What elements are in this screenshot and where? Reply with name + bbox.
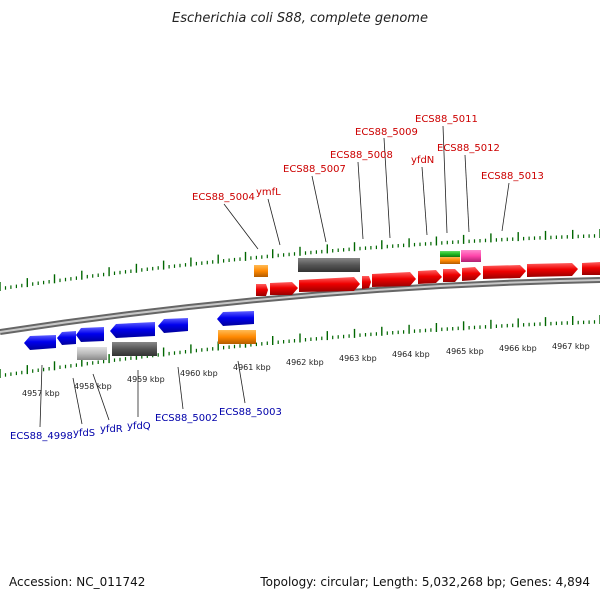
orange-feature[interactable] [218, 330, 256, 344]
gene-arrow-reverse[interactable] [24, 335, 56, 350]
gene-arrow-forward[interactable] [372, 272, 416, 287]
gene-label[interactable]: yfdN [411, 155, 434, 166]
upper-features [254, 250, 481, 277]
gene-label[interactable]: ECS88_5009 [355, 127, 418, 138]
gene-arrow-forward[interactable] [270, 282, 298, 295]
gene-arrow-forward[interactable] [527, 263, 578, 277]
reverse-genes [24, 311, 254, 350]
gene-arrow-forward[interactable] [462, 267, 481, 281]
kbp-label: 4966 kbp [499, 344, 537, 353]
green-feature[interactable] [440, 251, 460, 257]
forward-genes [256, 262, 600, 296]
gene-arrow-reverse[interactable] [76, 327, 104, 342]
gene-arrow-forward[interactable] [256, 284, 268, 296]
lower-features [77, 330, 256, 360]
gene-arrow-forward[interactable] [443, 269, 461, 282]
gene-label[interactable]: ECS88_5002 [155, 413, 218, 424]
orange-feature[interactable] [254, 265, 268, 277]
bottom-gene-labels: ECS88_4998 yfdS yfdR yfdQ ECS88_5002 ECS… [10, 360, 282, 442]
genome-summary-text: Topology: circular; Length: 5,032,268 bp… [259, 575, 590, 589]
kbp-label: 4959 kbp [127, 375, 165, 384]
gene-arrow-forward[interactable] [483, 265, 526, 279]
pink-feature[interactable] [461, 250, 481, 262]
accession-text: Accession: NC_011742 [9, 575, 145, 589]
kbp-label: 4960 kbp [180, 369, 218, 378]
kbp-label: 4961 kbp [233, 363, 271, 372]
gene-label[interactable]: yfdQ [127, 421, 151, 432]
gene-arrow-forward[interactable] [362, 276, 371, 289]
kbp-label: 4965 kbp [446, 347, 484, 356]
gene-label[interactable]: ECS88_5003 [219, 407, 282, 418]
upper-tick-track [0, 229, 600, 291]
light-gray-feature[interactable] [77, 347, 107, 360]
kbp-label: 4963 kbp [339, 354, 377, 363]
gene-label[interactable]: yfdR [100, 424, 123, 435]
gene-label[interactable]: ECS88_5007 [283, 164, 346, 175]
gene-label[interactable]: ECS88_5011 [415, 114, 478, 125]
gene-arrow-reverse[interactable] [158, 318, 188, 333]
gene-arrow-forward[interactable] [418, 270, 442, 284]
top-gene-labels: ECS88_5004 ymfL ECS88_5007 ECS88_5008 EC… [192, 114, 544, 250]
kbp-label: 4964 kbp [392, 350, 430, 359]
gene-arrow-forward[interactable] [582, 262, 600, 275]
kbp-scale: 4957 kbp 4958 kbp 4959 kbp 4960 kbp 4961… [22, 342, 590, 398]
gene-label[interactable]: ECS88_5008 [330, 150, 393, 161]
kbp-label: 4958 kbp [74, 382, 112, 391]
gene-label[interactable]: yfdS [73, 428, 95, 439]
gene-arrow-reverse[interactable] [110, 322, 155, 338]
kbp-label: 4967 kbp [552, 342, 590, 351]
dark-gray-feature[interactable] [298, 258, 360, 272]
gene-label[interactable]: ECS88_5013 [481, 171, 544, 182]
orange-feature[interactable] [440, 257, 460, 264]
dark-gray-feature[interactable] [112, 342, 157, 356]
gene-label[interactable]: ECS88_4998 [10, 431, 73, 442]
gene-label[interactable]: ECS88_5004 [192, 192, 255, 203]
gene-label[interactable]: ECS88_5012 [437, 143, 500, 154]
gene-arrow-reverse[interactable] [57, 331, 76, 345]
map-title: Escherichia coli S88, complete genome [172, 11, 428, 26]
gene-arrow-forward[interactable] [299, 277, 360, 292]
gene-arrow-reverse[interactable] [217, 311, 254, 326]
gene-label[interactable]: ymfL [256, 187, 281, 198]
kbp-label: 4962 kbp [286, 358, 324, 367]
